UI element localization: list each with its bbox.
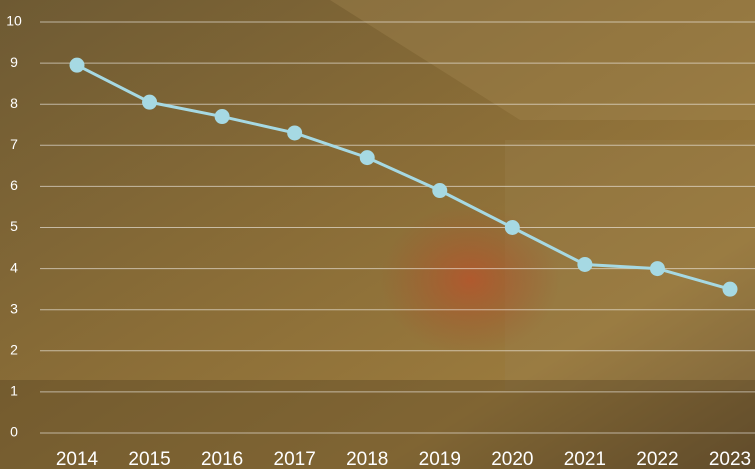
y-tick-label: 0 [10,424,18,440]
point [432,183,448,199]
background-flag [380,205,560,355]
x-tick-label: 2014 [56,449,99,469]
x-tick-label: 2017 [274,449,316,469]
y-tick-label: 5 [10,218,18,234]
background-ground [0,380,755,469]
point [287,125,303,141]
y-tick-label: 3 [10,300,18,316]
point [69,57,85,73]
x-tick-label: 2022 [636,449,678,469]
point [577,256,593,272]
x-tick-label: 2018 [346,449,388,469]
x-tick-label: 2019 [419,449,461,469]
point [649,261,665,277]
y-tick-label: 7 [10,136,18,152]
y-tick-label: 1 [10,383,18,399]
y-tick-label: 8 [10,95,18,111]
line [76,63,731,291]
y-tick-label: 9 [10,54,18,70]
x-tick-label: 2020 [491,449,533,469]
y-tick-label: 10 [6,13,22,29]
y-tick-label: 4 [10,259,18,275]
y-tick-label: 6 [10,177,18,193]
point [359,150,375,166]
point [504,220,520,235]
point [214,109,230,125]
point [722,281,738,297]
x-tick-label: 2016 [201,449,243,469]
background-building [330,0,755,120]
x-tick-label: 2021 [564,449,606,469]
y-tick-label: 2 [10,342,18,358]
point [142,94,158,110]
x-tick-label: 2015 [128,449,170,469]
x-tick-label: 2023 [709,449,751,469]
